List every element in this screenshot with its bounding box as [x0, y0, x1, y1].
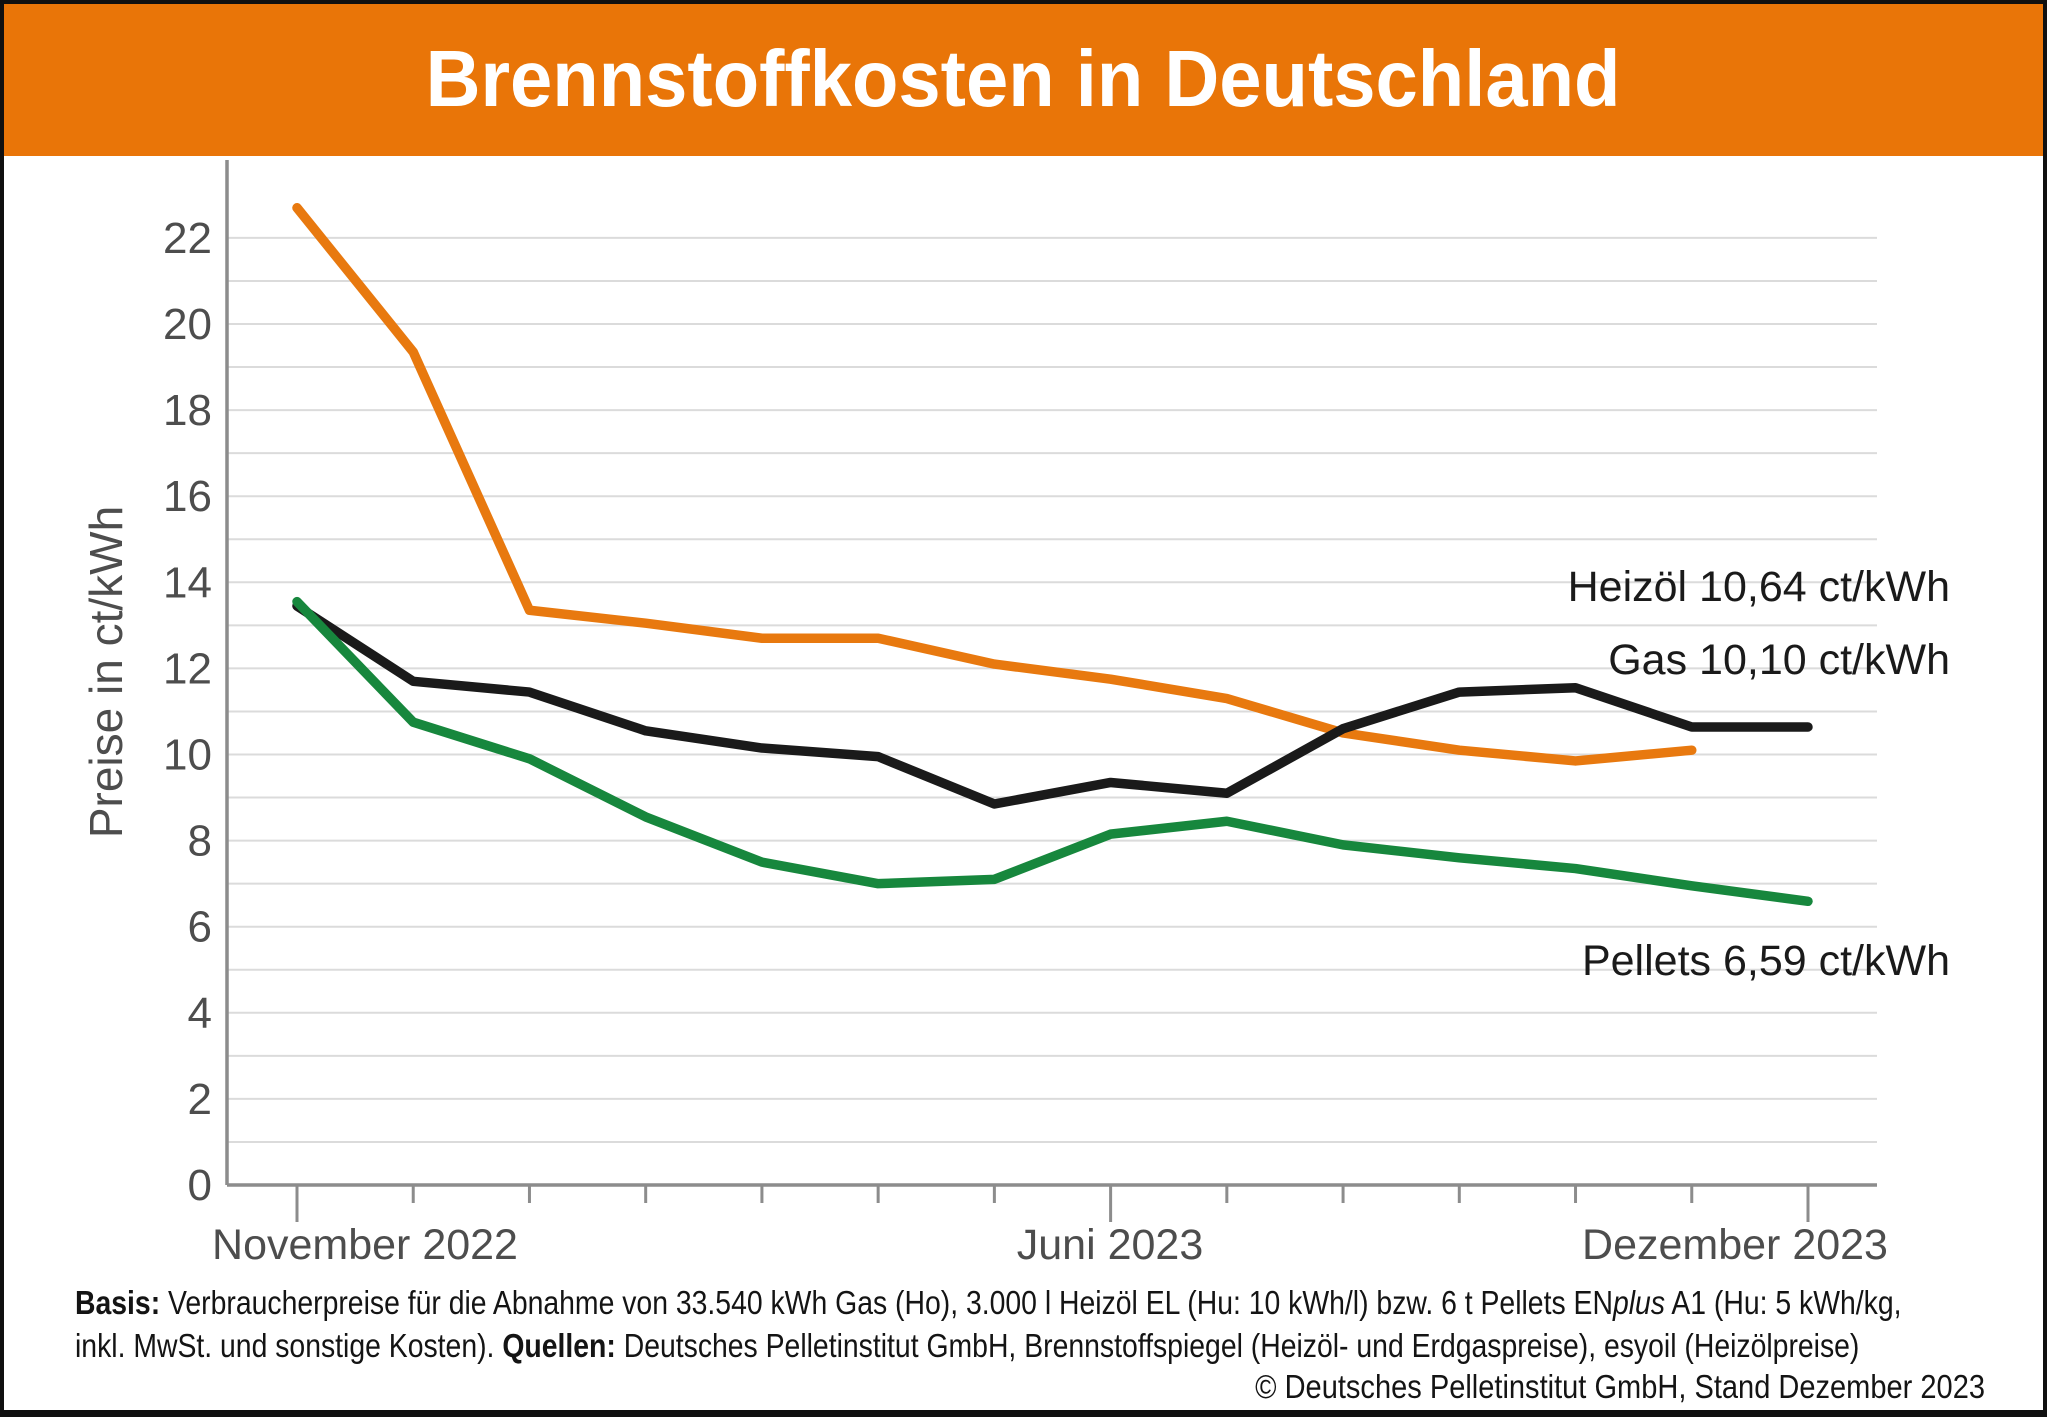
- border-top: [0, 0, 2047, 4]
- series-line-pellets: [292, 596, 1813, 907]
- footer-text-segment: A1 (Hu: 5 kWh/kg,: [1665, 1284, 1902, 1322]
- series-line-gas: [292, 203, 1697, 766]
- border-right: [2043, 0, 2047, 1417]
- plot-area: 0 2 4 6 8 10 12 14 16 18 20 22 November 2022 Juni 202…: [80, 160, 1950, 1269]
- y-tick-label: 14: [163, 558, 212, 607]
- border-left: [0, 0, 4, 1417]
- footer-text-segment: inkl. MwSt. und sonstige Kosten).: [75, 1327, 502, 1365]
- y-tick-label: 6: [188, 903, 212, 952]
- y-tick-label: 22: [163, 214, 212, 263]
- footer-line-2: inkl. MwSt. und sonstige Kosten). Quelle…: [75, 1327, 1859, 1365]
- y-tick-label: 0: [188, 1161, 212, 1210]
- y-tick-label: 2: [188, 1075, 212, 1124]
- series-end-label-gas: Gas 10,10 ct/kWh: [1608, 636, 1950, 684]
- y-tick-label: 10: [163, 731, 212, 780]
- y-tick-label: 8: [188, 817, 212, 866]
- series-end-label-pellets: Pellets 6,59 ct/kWh: [1582, 937, 1950, 985]
- footer-text-segment: Verbraucherpreise für die Abnahme von 33…: [160, 1284, 1613, 1322]
- footer-line-1: Basis: Verbraucherpreise für die Abnahme…: [75, 1284, 1902, 1322]
- footer-text-segment: Quellen:: [502, 1327, 615, 1365]
- header-bar: [4, 4, 2043, 156]
- y-axis-title: Preise in ct/kWh: [80, 506, 132, 838]
- y-tick-label: 4: [188, 989, 212, 1038]
- footer-text-segment: Basis:: [75, 1284, 160, 1322]
- copyright-note: © Deutsches Pelletinstitut GmbH, Stand D…: [1255, 1368, 1985, 1405]
- footer-text-segment: Deutsches Pelletinstitut GmbH, Brennstof…: [616, 1327, 1860, 1365]
- x-tick-label: Dezember 2023: [1582, 1221, 1888, 1269]
- y-tick-label: 12: [163, 644, 212, 693]
- border-bottom: [0, 1410, 2047, 1417]
- page-title: Brennstoffkosten in Deutschland: [426, 33, 1621, 123]
- x-tick-label: November 2022: [212, 1221, 518, 1269]
- y-tick-label: 20: [163, 300, 212, 349]
- series-end-label-heizoel: Heizöl 10,64 ct/kWh: [1568, 563, 1950, 611]
- footer-text-segment: plus: [1612, 1284, 1665, 1322]
- series-line-heizoel: [292, 601, 1813, 809]
- y-tick-label: 18: [163, 386, 212, 435]
- footer-notes: Basis: Verbraucherpreise für die Abnahme…: [75, 1284, 1902, 1365]
- y-tick-label: 16: [163, 472, 212, 521]
- x-tick-label: Juni 2023: [1017, 1221, 1204, 1269]
